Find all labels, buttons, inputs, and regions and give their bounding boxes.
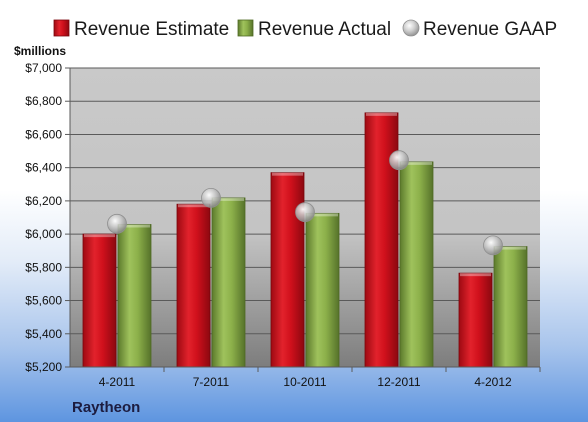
y-tick-label: $6,400 — [25, 161, 62, 175]
bars — [82, 112, 528, 368]
gaap-markers — [107, 150, 503, 256]
y-tick-label: $5,600 — [25, 294, 62, 308]
legend-actual-swatch — [237, 19, 254, 37]
bar-highlight — [366, 112, 397, 116]
bar-highlight — [178, 204, 209, 208]
y-axis-ticks: $5,200 $5,400 $5,600 $5,800 $6,000 $6,200 $6,4… — [25, 61, 71, 374]
bar-highlight — [119, 224, 150, 228]
gaap-marker — [483, 235, 503, 256]
bar-highlight — [401, 161, 432, 165]
y-tick-label: $7,000 — [25, 61, 62, 75]
x-axis-ticks: 4-2011 7-2011 10-2011 12-2011 4-2012 — [70, 366, 541, 389]
x-tick-label: 10-2011 — [283, 375, 326, 389]
estimate-bar — [176, 203, 211, 368]
legend-gaap-swatch — [402, 19, 420, 37]
y-tick-label: $6,800 — [25, 94, 62, 108]
y-tick-label: $5,400 — [25, 327, 62, 341]
actual-bar — [117, 224, 152, 368]
bar-highlight — [84, 234, 115, 238]
gaap-marker — [295, 202, 315, 223]
estimate-bar — [82, 233, 117, 368]
gaap-marker — [107, 213, 127, 234]
y-tick-label: $5,200 — [25, 360, 62, 374]
estimate-bar — [364, 112, 399, 368]
legend-label: Revenue GAAP — [423, 19, 557, 40]
estimate-bar — [458, 272, 493, 368]
gaap-marker — [389, 150, 409, 171]
y-axis-unit-label: $millions — [14, 44, 66, 58]
actual-bar — [305, 212, 340, 368]
y-tick-label: $6,600 — [25, 127, 62, 141]
actual-bar — [399, 161, 434, 368]
estimate-bar — [270, 172, 305, 368]
gaap-marker — [201, 187, 221, 208]
y-tick-label: $6,000 — [25, 227, 62, 241]
bar-highlight — [460, 273, 491, 277]
bar-highlight — [307, 213, 338, 217]
actual-bar — [493, 246, 528, 368]
y-tick-label: $5,800 — [25, 260, 62, 274]
x-tick-label: 7-2011 — [193, 375, 230, 389]
company-name: Raytheon — [72, 399, 140, 416]
bar-highlight — [495, 246, 526, 250]
y-tick-label: $6,200 — [25, 194, 62, 208]
bar-highlight — [213, 197, 244, 201]
x-tick-label: 4-2011 — [99, 375, 136, 389]
x-tick-label: 12-2011 — [377, 375, 420, 389]
legend-label: Revenue Actual — [258, 19, 391, 40]
legend: Revenue Estimate Revenue Actual Revenue GA… — [53, 19, 557, 40]
bar-highlight — [272, 172, 303, 176]
legend-estimate-swatch — [53, 19, 70, 37]
actual-bar — [211, 197, 246, 368]
legend-label: Revenue Estimate — [74, 19, 229, 40]
x-tick-label: 4-2012 — [474, 375, 512, 389]
